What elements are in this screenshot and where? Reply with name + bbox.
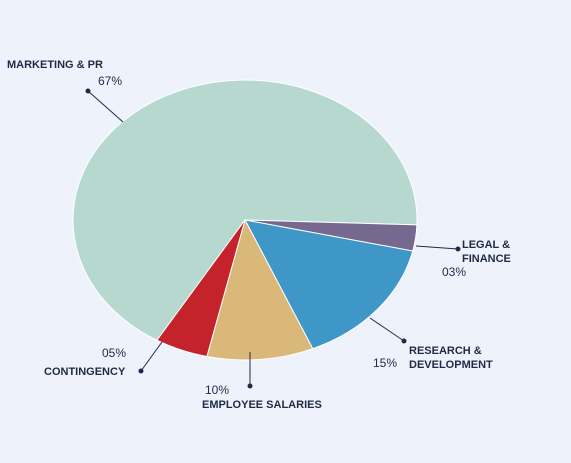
value-label: 03% bbox=[442, 265, 467, 279]
value-label: 05% bbox=[102, 346, 127, 360]
category-label: LEGAL & FINANCE bbox=[462, 239, 511, 265]
pie-slice bbox=[244, 219, 414, 350]
value-label: 67% bbox=[98, 74, 123, 88]
category-label: RESEARCH & DEVELOPMENT bbox=[409, 345, 493, 371]
value-label: 10% bbox=[205, 383, 230, 397]
pie-slice bbox=[206, 218, 314, 361]
leader-lines bbox=[85, 88, 461, 389]
category-label: CONTINGENCY bbox=[44, 366, 126, 378]
value-label: 15% bbox=[373, 356, 398, 370]
category-label: MARKETING & PR bbox=[7, 59, 103, 71]
category-label: EMPLOYEE SALARIES bbox=[202, 399, 322, 411]
pie-slice bbox=[156, 219, 246, 358]
pie-slice bbox=[72, 79, 418, 341]
